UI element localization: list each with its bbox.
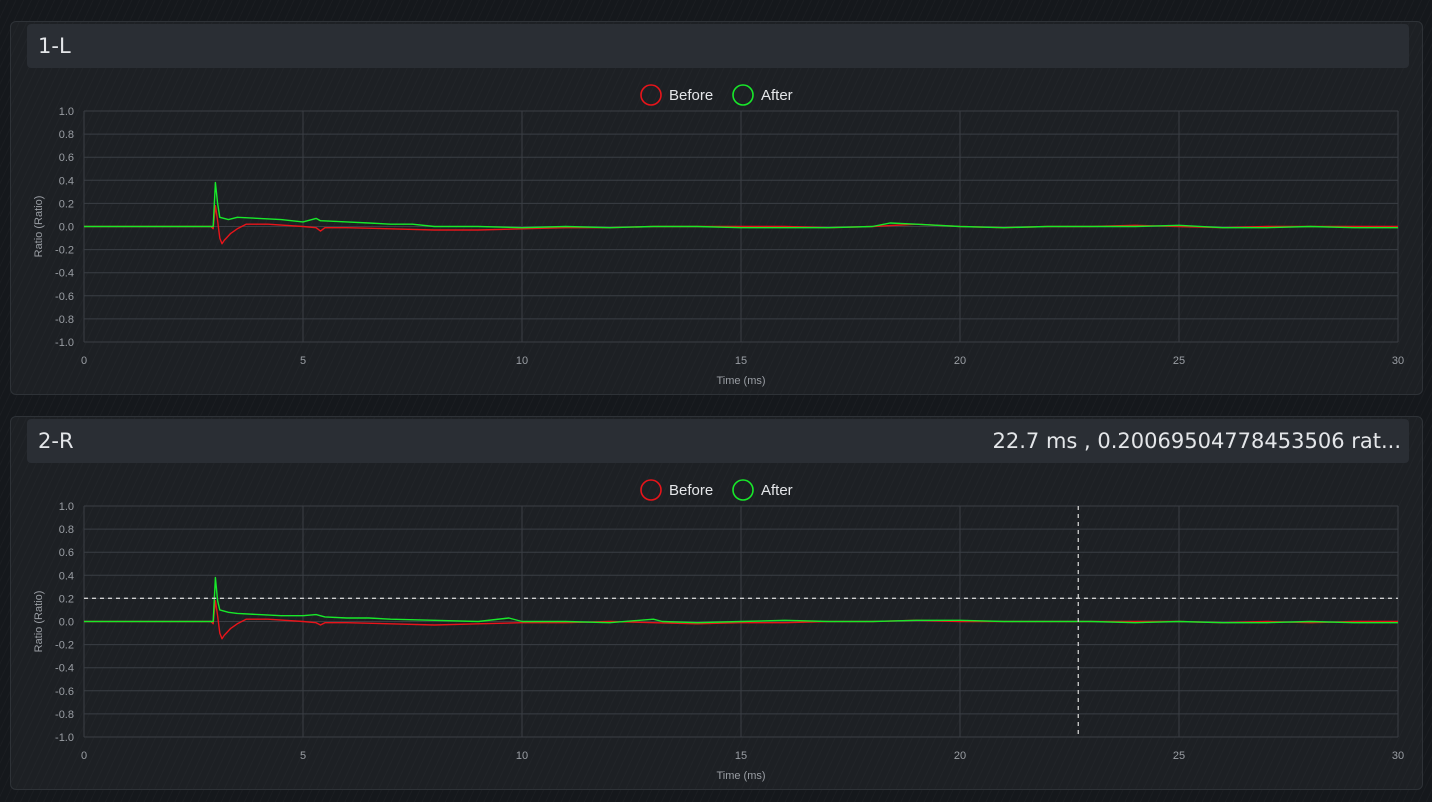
y-tick-label: 0.8 <box>59 524 74 536</box>
series-line-after <box>84 181 1398 229</box>
y-tick-label: 0.4 <box>59 175 74 187</box>
y-tick-label: 0.0 <box>59 222 74 234</box>
legend: Before After <box>640 479 793 501</box>
y-tick-label: 0.2 <box>59 198 74 210</box>
y-tick-label: -0.8 <box>55 709 74 721</box>
panel-title: 2-R <box>38 429 74 453</box>
legend-after-swatch <box>732 479 754 501</box>
y-tick-label: -1.0 <box>55 337 74 349</box>
y-tick-label: 0.8 <box>59 129 74 141</box>
x-tick-label: 5 <box>300 355 306 367</box>
y-tick-label: 0.0 <box>59 617 74 629</box>
y-axis-title: Ratio (Ratio) <box>33 196 45 258</box>
y-tick-label: 1.0 <box>59 106 74 118</box>
y-tick-label: -0.2 <box>55 245 74 257</box>
x-tick-label: 15 <box>735 355 747 367</box>
y-tick-label: 0.6 <box>59 547 74 559</box>
legend-before-swatch <box>640 479 662 501</box>
legend-after-label: After <box>761 87 793 104</box>
x-tick-label: 0 <box>81 750 87 762</box>
y-tick-label: 0.6 <box>59 152 74 164</box>
legend: Before After <box>640 84 793 106</box>
y-tick-label: 0.4 <box>59 570 74 582</box>
x-tick-label: 30 <box>1392 355 1404 367</box>
line-chart[interactable]: 1.0 0.8 0.6 0.4 0.2 0.0 -0.2 -0.4 -0.6 -0.8 -1.0 0 5… <box>11 22 1422 394</box>
x-tick-label: 30 <box>1392 750 1404 762</box>
x-axis-title: Time (ms) <box>716 770 765 782</box>
legend-after-swatch <box>732 84 754 106</box>
series-line-after <box>84 576 1398 624</box>
panel-header: 2-R 22.7 ms , 0.20069504778453506 rat... <box>27 419 1409 463</box>
y-tick-label: -0.6 <box>55 686 74 698</box>
chart-panel-1l: 1-L 1.0 0.8 0.6 0.4 0.2 0.0 -0.2 -0.4 -0.6 -0.8 -1… <box>10 21 1423 395</box>
legend-before-label: Before <box>669 87 713 104</box>
y-tick-label: -1.0 <box>55 732 74 744</box>
y-tick-label: -0.6 <box>55 291 74 303</box>
panel-header: 1-L <box>27 24 1409 68</box>
x-tick-label: 20 <box>954 750 966 762</box>
x-tick-label: 5 <box>300 750 306 762</box>
x-tick-label: 10 <box>516 750 528 762</box>
y-tick-label: 0.2 <box>59 593 74 605</box>
x-axis-title: Time (ms) <box>716 375 765 387</box>
x-tick-label: 15 <box>735 750 747 762</box>
x-tick-label: 20 <box>954 355 966 367</box>
chart-panel-2r: 2-R 22.7 ms , 0.20069504778453506 rat...… <box>10 416 1423 790</box>
y-tick-label: -0.4 <box>55 268 74 280</box>
x-tick-label: 25 <box>1173 750 1185 762</box>
y-tick-label: -0.4 <box>55 663 74 675</box>
panel-title: 1-L <box>38 34 71 58</box>
line-chart[interactable]: 1.0 0.8 0.6 0.4 0.2 0.0 -0.2 -0.4 -0.6 -0.8 -1.0 0 5… <box>11 417 1422 789</box>
y-axis-title: Ratio (Ratio) <box>33 591 45 653</box>
y-tick-label: -0.8 <box>55 314 74 326</box>
x-tick-label: 10 <box>516 355 528 367</box>
x-tick-label: 25 <box>1173 355 1185 367</box>
legend-before-label: Before <box>669 482 713 499</box>
y-tick-label: 1.0 <box>59 501 74 513</box>
legend-after-label: After <box>761 482 793 499</box>
y-tick-label: -0.2 <box>55 640 74 652</box>
x-tick-label: 0 <box>81 355 87 367</box>
legend-before-swatch <box>640 84 662 106</box>
